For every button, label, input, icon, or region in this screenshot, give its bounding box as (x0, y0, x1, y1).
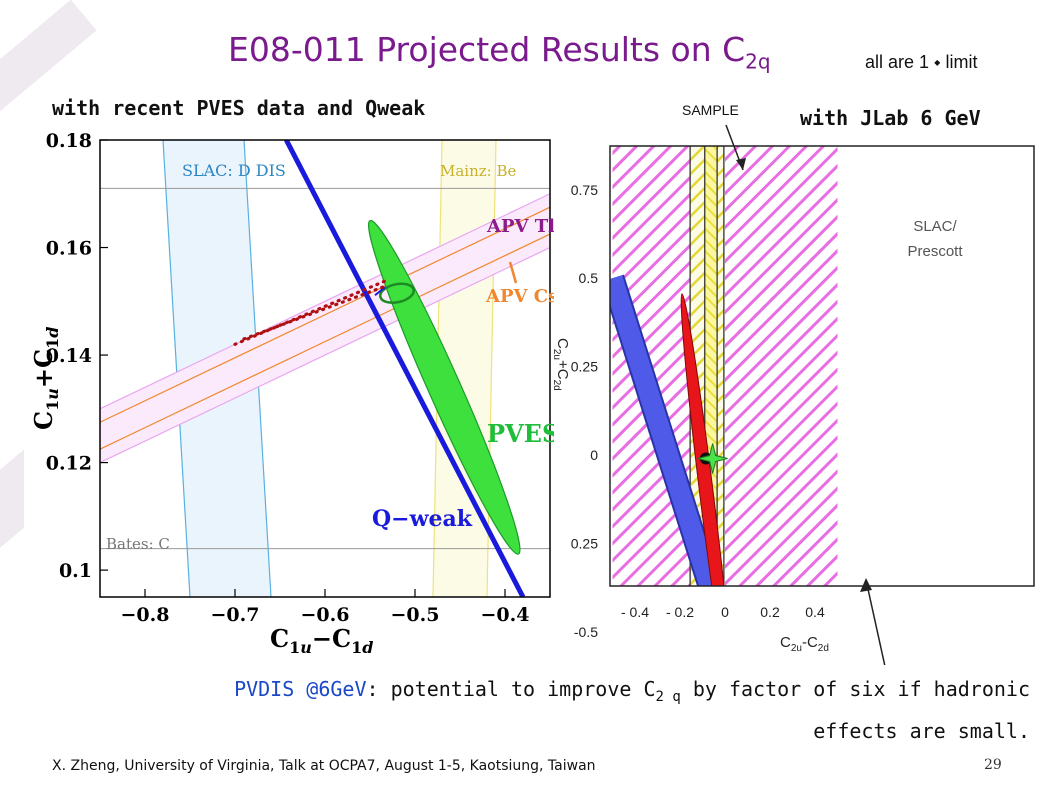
slac-prescott-label-line2: Prescott (907, 243, 963, 260)
dotted-contour-2 (242, 283, 390, 341)
conclusion-text: PVDIS @6GeV: potential to improve C2 q b… (100, 672, 1030, 748)
conclusion-line-1: PVDIS @6GeV: potential to improve C2 q b… (234, 677, 1030, 705)
right-x-axis-label: C2u-C2d (780, 634, 829, 654)
right-chart: 1.751.51.251.00.750.50.2500.25-0.5-0.75-… (551, 124, 1035, 665)
right-x-tick-label: - 0.4 (621, 604, 649, 620)
mainz-label: Mainz: Be (440, 162, 517, 180)
pves-ellipse (367, 219, 521, 555)
slac-prescott-region (725, 146, 838, 586)
slac-prescott-label-box (875, 206, 995, 266)
apv-cs-band-edge-2 (100, 206, 550, 423)
apv-tl-band-edge-high (100, 193, 550, 410)
left-y-tick-label: 0.14 (46, 345, 92, 367)
left-y-tick-label: 0.12 (46, 453, 92, 475)
slide-title: E08-011 Projected Results on C2q (228, 30, 771, 74)
apv-cs-pointer (508, 261, 518, 284)
qweak-label: Q−weak (372, 506, 473, 532)
right-y-tick-label: -0.5 (574, 624, 598, 640)
apv-cs-ellipse (379, 282, 415, 304)
c2-band (610, 275, 721, 586)
pvdis-arrow-head (860, 578, 872, 592)
left-y-tick-label: 0.18 (46, 133, 92, 152)
left-x-tick-label: −0.4 (481, 604, 530, 626)
bates-label: Bates: C (106, 535, 170, 553)
right-y-axis-label: C2u+C2d (551, 338, 571, 391)
slac-dis-band-edge-left (162, 140, 191, 597)
left-y-tick-label: 0.16 (46, 238, 92, 260)
left-chart: −0.8 −0.7 −0.6 −0.5 −0.40.10.120.140.160.18 … (24, 133, 554, 660)
footer-credit: X. Zheng, University of Virginia, Talk a… (52, 758, 596, 774)
right-x-tick-label: 0 (721, 604, 729, 620)
right-y-tick-label: 0.5 (579, 270, 599, 286)
left-x-tick-label: −0.8 (121, 604, 170, 626)
slac-dis-label: SLAC: D DIS (182, 161, 286, 180)
page-number: 29 (984, 757, 1002, 773)
sample-arrow-head (736, 158, 746, 170)
left-x-axis-label: C1u−C1d (270, 624, 373, 657)
mainz-band-edge-right (486, 140, 497, 597)
right-x-tick-label: 0.4 (805, 604, 825, 620)
apv-tl-label: APV Tl (486, 216, 554, 237)
pves-label: PVES (487, 419, 554, 448)
subtitle-left: with recent PVES data and Qweak (52, 96, 426, 120)
pvdis-pointer-line (865, 579, 886, 665)
qweak-line (284, 140, 526, 597)
right-plot-frame (609, 145, 1035, 587)
right-x-tick-label: - 0.2 (666, 604, 694, 620)
apv-cs-label: APV Cs (485, 286, 554, 307)
left-x-tick-label: −0.6 (301, 604, 350, 626)
left-y-tick-label: 0.1 (59, 560, 92, 582)
slac-prescott-label-line1: SLAC/ (913, 218, 957, 235)
apv-tl-band-edge-low (100, 246, 550, 464)
sample-label: SAMPLE (682, 102, 739, 118)
star-marker (697, 443, 728, 474)
left-x-tick-label: −0.5 (391, 604, 440, 626)
right-y-tick-label: 0 (590, 447, 598, 463)
right-x-tick-label: 0.2 (760, 604, 780, 620)
left-x-tick-label: −0.7 (211, 604, 260, 626)
subtitle-right: with JLab 6 GeV (800, 106, 981, 130)
limit-note: all are 1 ⬩ limit (865, 52, 978, 72)
dotted-contour-1 (233, 278, 390, 346)
right-y-tick-label: 0.75 (571, 182, 598, 198)
apv-cs-band-edge-1 (100, 233, 550, 450)
pvdis-highlight: PVDIS @6GeV (234, 677, 367, 701)
right-y-tick-label: 0.25 (571, 359, 598, 375)
right-y-tick-label: 0.25 (571, 535, 598, 551)
conclusion-line-2: effects are small. (813, 719, 1030, 743)
pvdis-ellipse (680, 293, 734, 586)
